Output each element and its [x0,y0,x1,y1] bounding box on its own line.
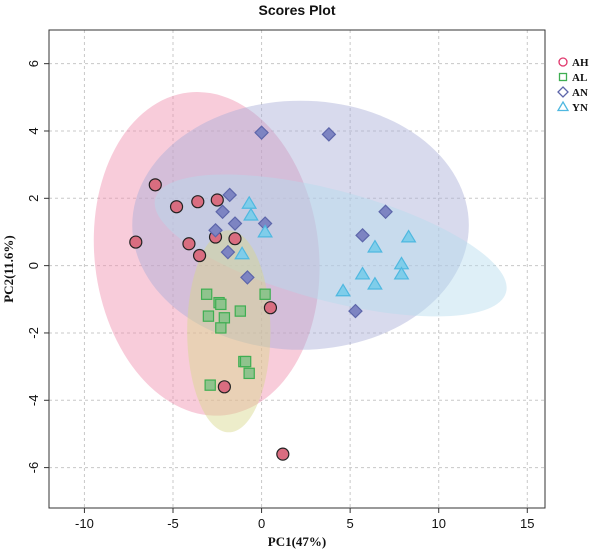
point-ah-12 [276,447,290,461]
point-an-10 [355,227,370,243]
point-yn-9 [354,266,371,280]
point-ah-11 [217,380,231,394]
point-ah-6 [182,237,196,251]
ellipse-yn [154,174,507,317]
plot-frame [48,29,546,509]
point-an-12 [348,303,363,319]
point-yn-8 [393,266,410,280]
y-tick-label-1: -4 [26,395,41,407]
x-tick-label-5: 15 [520,516,534,531]
ellipse-ah [93,92,320,416]
chart-title: Scores Plot [258,2,335,18]
point-an-9 [378,204,393,220]
point-yn-4 [234,246,250,260]
point-al-12 [204,379,216,391]
point-an-11 [240,270,255,285]
x-axis-label: PC1(47%) [268,534,327,549]
point-al-10 [239,355,252,368]
x-tick-label-4: 10 [431,516,445,531]
x-tick-label-3: 5 [347,516,354,531]
point-yn-2 [243,207,259,221]
point-al-1 [200,288,213,300]
x-tick-label-2: 0 [258,516,265,531]
y-tick-label-2: -2 [26,327,41,339]
y-axis-label: PC2(11.6%) [1,235,16,303]
point-yn-11 [335,283,351,297]
legend-marker-al [558,72,568,82]
x-tick-label-0: -10 [75,516,94,531]
point-yn-1 [241,195,258,209]
point-an-1 [254,125,269,141]
y-tick-label-6: 6 [26,60,41,67]
point-al-11 [243,367,255,380]
point-ah-7 [192,248,207,263]
point-an-3 [222,187,238,203]
confidence-ellipses [93,92,507,433]
grid [49,30,545,508]
point-yn-6 [400,229,417,243]
point-an-2 [321,127,337,142]
point-ah-3 [191,195,205,209]
point-ah-5 [129,235,143,249]
point-ah-2 [169,200,184,214]
point-al-4 [202,310,215,322]
point-yn-10 [367,276,383,290]
data-points [129,125,417,461]
y-tick-label-4: 2 [26,195,41,202]
point-an-4 [215,204,230,220]
point-yn-5 [367,239,383,253]
point-an-6 [208,222,223,238]
point-al-6 [215,322,227,334]
point-ah-1 [148,178,162,192]
point-an-7 [220,244,236,260]
y-tick-label-0: -6 [26,462,41,474]
point-ah-9 [228,232,242,246]
legend-marker-yn [556,100,570,112]
x-tick-label-1: -5 [167,516,179,531]
point-al-5 [218,312,231,324]
legend-label-ah: AH [572,57,589,69]
y-tick-label-3: 0 [26,262,41,269]
legend-label-al: AL [572,72,587,84]
point-al-8 [259,288,271,300]
ellipse-an [132,100,469,350]
y-tick-label-5: 4 [26,127,41,134]
point-ah-10 [263,301,278,315]
point-an-5 [227,216,243,231]
point-al-7 [234,305,247,317]
axis-ticks: -10 -5 0 5 10 15 -6 -4 -2 0 2 4 6 [26,60,535,531]
legend-label-yn: YN [572,102,588,114]
point-al-3 [215,298,227,311]
point-ah-4 [210,193,224,207]
legend-label-an: AN [572,87,588,99]
point-yn-3 [257,224,273,238]
legend-marker-ah [558,57,568,67]
legend-marker-an [557,86,569,98]
legend: AH AL AN YN [556,57,589,114]
